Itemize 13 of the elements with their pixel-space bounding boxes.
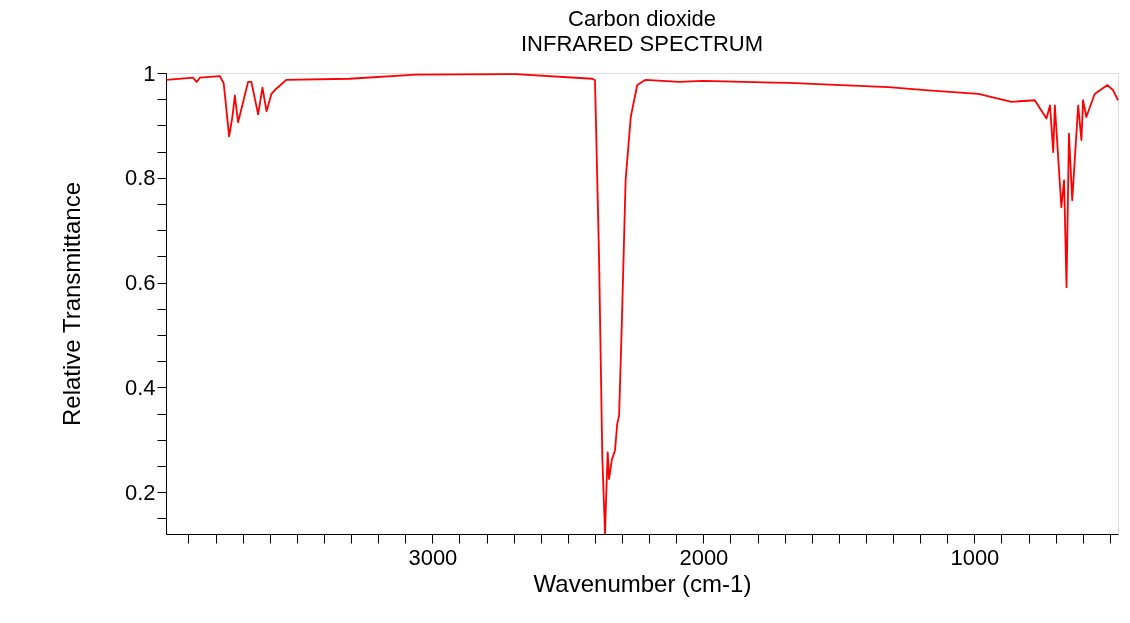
y-tick-label: 0.2 bbox=[124, 479, 156, 505]
chart-title: Carbon dioxide bbox=[568, 6, 716, 31]
x-tick-label: 3000 bbox=[408, 544, 458, 570]
y-axis-title: Relative Transmittance bbox=[57, 181, 85, 427]
x-axis-title: Wavenumber (cm-1) bbox=[533, 569, 752, 597]
x-tick-label: 2000 bbox=[679, 544, 729, 570]
line-series bbox=[165, 73, 1119, 535]
y-tick-label: 0.6 bbox=[124, 270, 156, 296]
x-tick-label: 1000 bbox=[950, 544, 1000, 570]
chart-subtitle: INFRARED SPECTRUM bbox=[520, 31, 764, 56]
y-tick-label: 0.8 bbox=[124, 165, 156, 191]
y-tick-label: 0.4 bbox=[124, 374, 156, 400]
y-tick-label: 1 bbox=[143, 60, 156, 86]
